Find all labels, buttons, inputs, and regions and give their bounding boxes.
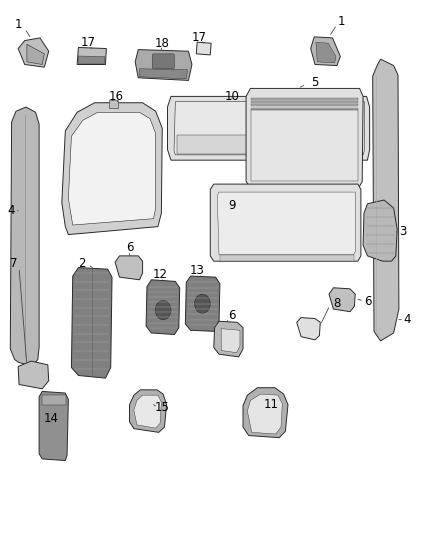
Text: 18: 18 xyxy=(155,37,170,50)
Polygon shape xyxy=(243,387,288,438)
Text: 17: 17 xyxy=(192,31,207,44)
Polygon shape xyxy=(214,321,243,357)
Text: 17: 17 xyxy=(81,36,95,49)
Polygon shape xyxy=(221,329,240,353)
Text: 9: 9 xyxy=(228,199,236,212)
Text: 1: 1 xyxy=(14,18,22,31)
Polygon shape xyxy=(18,361,49,389)
Text: 14: 14 xyxy=(43,411,58,424)
Polygon shape xyxy=(373,59,399,341)
Polygon shape xyxy=(62,103,162,235)
Polygon shape xyxy=(115,256,143,280)
Text: 1: 1 xyxy=(338,15,345,28)
Polygon shape xyxy=(27,44,44,64)
FancyBboxPatch shape xyxy=(251,108,358,110)
Polygon shape xyxy=(167,96,370,160)
FancyBboxPatch shape xyxy=(152,54,174,69)
Polygon shape xyxy=(217,192,355,255)
Text: 8: 8 xyxy=(333,297,341,310)
Text: 15: 15 xyxy=(155,401,170,414)
Polygon shape xyxy=(210,184,361,261)
Polygon shape xyxy=(196,42,211,55)
FancyBboxPatch shape xyxy=(177,135,362,154)
FancyBboxPatch shape xyxy=(220,255,354,261)
Text: 6: 6 xyxy=(228,309,236,322)
Polygon shape xyxy=(185,276,220,332)
Text: 7: 7 xyxy=(10,257,18,270)
Polygon shape xyxy=(140,69,187,79)
Text: 10: 10 xyxy=(225,90,240,103)
Polygon shape xyxy=(11,107,39,367)
Text: 4: 4 xyxy=(8,204,15,217)
Polygon shape xyxy=(130,390,166,432)
Polygon shape xyxy=(39,391,68,461)
Circle shape xyxy=(194,294,210,313)
Text: 12: 12 xyxy=(152,268,168,281)
Polygon shape xyxy=(247,394,283,434)
Polygon shape xyxy=(146,280,180,335)
FancyBboxPatch shape xyxy=(251,101,358,103)
Polygon shape xyxy=(174,102,364,155)
Text: 3: 3 xyxy=(399,225,406,238)
Text: 6: 6 xyxy=(364,295,371,308)
FancyBboxPatch shape xyxy=(251,98,358,100)
Polygon shape xyxy=(77,47,106,64)
Polygon shape xyxy=(134,395,161,428)
Circle shape xyxy=(155,301,171,320)
Polygon shape xyxy=(363,200,397,261)
FancyBboxPatch shape xyxy=(109,100,118,108)
Polygon shape xyxy=(297,318,320,340)
Text: 5: 5 xyxy=(311,76,319,88)
Text: 11: 11 xyxy=(264,398,279,411)
FancyBboxPatch shape xyxy=(42,395,66,405)
FancyBboxPatch shape xyxy=(251,110,358,181)
Text: 13: 13 xyxy=(190,264,205,277)
Polygon shape xyxy=(71,268,112,378)
Polygon shape xyxy=(68,112,155,225)
Polygon shape xyxy=(329,288,355,312)
Text: 16: 16 xyxy=(109,90,124,103)
Polygon shape xyxy=(246,88,363,188)
Polygon shape xyxy=(135,50,192,80)
Text: 4: 4 xyxy=(403,313,410,326)
Polygon shape xyxy=(311,37,340,66)
Text: 2: 2 xyxy=(78,257,85,270)
FancyBboxPatch shape xyxy=(251,104,358,107)
Text: 6: 6 xyxy=(126,241,133,254)
Polygon shape xyxy=(78,56,105,63)
Polygon shape xyxy=(316,42,336,63)
Polygon shape xyxy=(18,38,49,67)
